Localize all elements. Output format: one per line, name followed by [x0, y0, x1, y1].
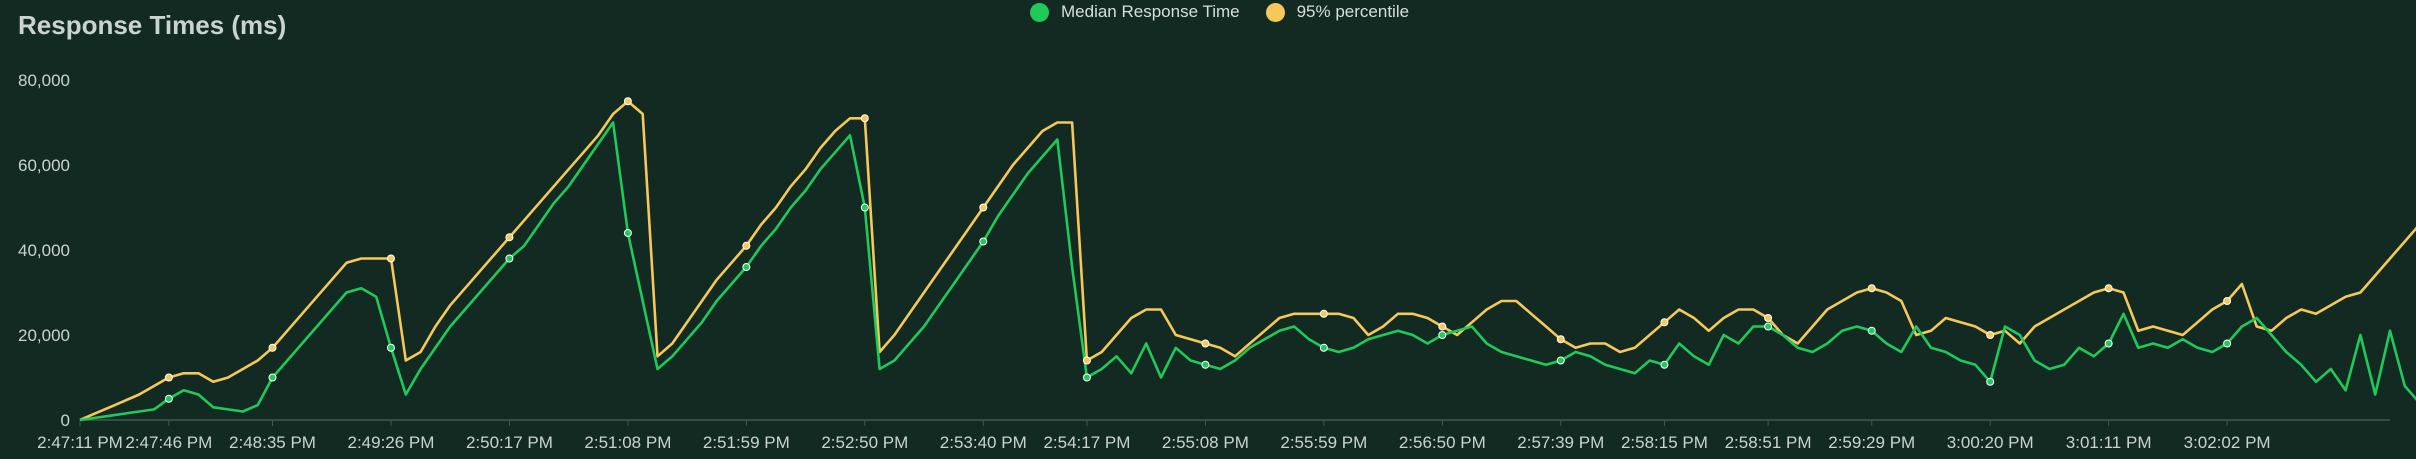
x-tick-label: 2:51:08 PM: [584, 433, 671, 452]
median-point[interactable]: [1867, 326, 1876, 335]
series-line-median[interactable]: [79, 121, 2416, 422]
x-tick-label: 2:59:29 PM: [1828, 433, 1915, 452]
median-point[interactable]: [2223, 339, 2232, 348]
x-tick-label: 2:47:11 PM: [37, 433, 123, 452]
median-point[interactable]: [1764, 322, 1773, 331]
legend-label-median: Median Response Time: [1061, 2, 1240, 21]
p95-point[interactable]: [1660, 318, 1669, 327]
p95-point[interactable]: [2223, 297, 2232, 305]
legend-label-p95: 95% percentile: [1296, 2, 1410, 21]
x-tick-label: 2:54:17 PM: [1043, 433, 1130, 452]
p95-point[interactable]: [1438, 322, 1447, 331]
p95-point[interactable]: [164, 373, 173, 382]
y-tick-label: 80,000: [18, 71, 70, 90]
p95-point[interactable]: [742, 241, 751, 250]
median-point[interactable]: [386, 343, 395, 352]
median-point[interactable]: [623, 229, 632, 237]
y-tick-label: 20,000: [18, 326, 70, 345]
legend-item-median[interactable]: Median Response Time: [1030, 2, 1240, 22]
y-tick-label: 60,000: [18, 156, 70, 175]
x-tick-label: 3:00:20 PM: [1947, 433, 2034, 452]
p95-point[interactable]: [860, 114, 869, 123]
median-point[interactable]: [1082, 373, 1091, 382]
p95-point[interactable]: [268, 343, 277, 352]
x-tick-label: 2:55:08 PM: [1162, 433, 1249, 452]
p95-point[interactable]: [1319, 309, 1328, 318]
chart-title: Response Times (ms): [18, 10, 287, 40]
p95-point[interactable]: [623, 97, 632, 106]
median-point[interactable]: [1556, 356, 1565, 365]
x-tick-label: 2:55:59 PM: [1280, 433, 1367, 452]
median-point[interactable]: [1986, 377, 1995, 386]
median-point[interactable]: [1201, 360, 1210, 369]
series-line-p95[interactable]: [79, 100, 2416, 422]
p95-point[interactable]: [1986, 331, 1995, 339]
p95-point[interactable]: [979, 203, 988, 212]
x-tick-label: 2:49:26 PM: [347, 433, 434, 452]
x-tick-label: 3:02:02 PM: [2184, 433, 2271, 452]
median-point[interactable]: [979, 237, 988, 246]
axes: 0 20,000 40,000 60,000 80,000 2:47:11 PM 2:47:…: [18, 71, 2390, 452]
p95-point[interactable]: [1867, 284, 1876, 293]
y-tick-label: 0: [61, 411, 70, 430]
series-layer: [79, 100, 2416, 422]
median-point[interactable]: [505, 254, 514, 263]
x-tick-label: 2:58:15 PM: [1621, 433, 1708, 452]
p95-point[interactable]: [1556, 335, 1565, 344]
p95-point[interactable]: [2104, 284, 2113, 293]
x-tick-label: 2:47:46 PM: [125, 433, 212, 452]
median-point[interactable]: [860, 203, 869, 212]
y-tick-label: 40,000: [18, 241, 70, 260]
x-tick-label: 2:57:39 PM: [1517, 433, 1604, 452]
x-tick-label: 2:51:59 PM: [703, 433, 790, 452]
legend-swatch-median: [1030, 2, 1049, 22]
legend: Median Response Time 95% percentile: [1030, 2, 1409, 22]
p95-point[interactable]: [1201, 339, 1210, 348]
x-tick-label: 2:50:17 PM: [466, 433, 553, 452]
p95-point[interactable]: [386, 254, 395, 263]
p95-point[interactable]: [505, 233, 514, 242]
p95-point[interactable]: [1082, 356, 1091, 365]
median-point[interactable]: [1319, 343, 1328, 352]
median-point[interactable]: [1660, 360, 1669, 369]
x-tick-label: 2:52:50 PM: [821, 433, 908, 452]
median-point[interactable]: [742, 263, 751, 271]
x-tick-label: 2:56:50 PM: [1399, 433, 1486, 452]
p95-point[interactable]: [1764, 314, 1773, 322]
x-tick-label: 2:58:51 PM: [1725, 433, 1812, 452]
median-point[interactable]: [1438, 331, 1447, 339]
x-tick-label: 3:01:11 PM: [2066, 433, 2152, 452]
legend-item-p95[interactable]: 95% percentile: [1265, 2, 1410, 22]
median-point[interactable]: [268, 373, 277, 382]
median-point[interactable]: [164, 394, 173, 403]
median-point[interactable]: [2104, 339, 2113, 348]
x-tick-label: 2:53:40 PM: [940, 433, 1027, 452]
x-tick-label: 2:48:35 PM: [229, 433, 316, 452]
legend-swatch-p95: [1265, 2, 1285, 22]
marker-layer: [164, 97, 2232, 403]
